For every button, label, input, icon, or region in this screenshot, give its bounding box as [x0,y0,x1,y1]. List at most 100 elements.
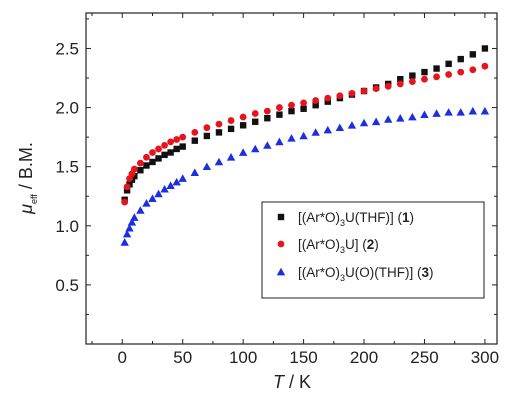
data-point [444,108,453,116]
data-point [123,183,131,191]
legend-box [261,201,485,299]
y-tick-label: 1.5 [55,158,79,177]
data-point [172,177,181,186]
data-point [239,122,247,129]
data-point [432,109,441,117]
data-point [251,110,259,117]
legend-item-1: [(Ar*O)3U(THF)] (1) [277,210,414,228]
data-point [179,133,187,141]
data-point [214,157,224,166]
data-point [252,118,259,125]
data-point [238,148,248,156]
data-point [372,85,380,93]
data-point [149,158,156,166]
data-point [480,106,490,115]
data-point [191,137,198,144]
data-point [421,75,428,83]
data-point [226,153,236,161]
series-2 [121,62,489,206]
data-point [409,72,416,79]
y-axis-label: μeff / B.M. [16,142,39,215]
x-tick-label: 250 [410,348,438,367]
data-point [167,149,174,156]
data-point [239,113,247,121]
data-point [288,107,295,115]
x-tick-label: 200 [350,348,378,367]
data-point [178,174,187,182]
legend-marker [276,267,286,276]
data-point [143,153,150,161]
axis-ticks: 0 50 100 150 200 250 300 0.5 1.0 1.5 2.0 2.5 [55,13,499,367]
data-point [276,104,283,111]
data-point [359,118,369,127]
data-point [323,125,332,134]
data-point [154,189,163,198]
data-point [191,128,199,136]
data-point [227,117,235,124]
x-tick-label: 150 [289,348,317,367]
data-point [348,89,356,97]
data-point [299,131,308,140]
data-point [288,101,295,109]
legend: [(Ar*O)3U(THF)] (1) [(Ar*O)3U] (2) [(Ar*O)… [261,201,485,299]
data-point [468,106,478,115]
data-point [408,78,416,85]
legend-label: [(Ar*O)3U(THF)] (1) [298,210,414,228]
data-point [481,62,489,70]
data-point [136,206,145,214]
x-tick-label: 100 [229,348,257,367]
data-point [420,110,429,119]
data-point [179,143,186,150]
data-point [457,55,464,63]
data-point [456,108,465,116]
y-tick-label: 2.5 [55,39,79,58]
data-point [371,117,381,126]
data-point [300,105,307,112]
data-point [148,194,157,202]
y-tick-label: 2.0 [55,99,79,118]
data-point [203,124,211,132]
data-point [125,223,134,232]
legend-marker [277,213,285,221]
data-point [130,213,139,221]
data-point [324,94,332,102]
data-point [312,97,320,104]
data-point [396,114,405,122]
data-point [190,168,199,176]
data-point [408,112,417,121]
legend-item-3: [(Ar*O)3U(O)(THF)] (3) [276,265,434,283]
data-point [312,102,319,109]
data-point [384,115,393,123]
data-point [123,187,131,194]
data-point [275,137,284,146]
data-point [215,120,223,128]
data-point [421,68,428,76]
data-series [120,45,490,246]
data-point [161,142,168,149]
data-point [142,199,151,207]
data-point [384,82,392,90]
data-point [120,238,129,246]
x-tick-label: 50 [173,348,192,367]
data-point [397,76,404,83]
data-point [324,98,331,105]
data-point [173,136,181,143]
data-point [445,71,453,78]
data-point [433,65,440,72]
data-point [202,162,212,171]
data-point [481,45,489,52]
data-point [469,51,477,58]
data-point [167,138,175,146]
data-point [160,184,169,193]
data-point [127,218,137,226]
data-point [263,141,272,149]
data-point [276,111,283,118]
data-point [263,107,271,115]
data-point [155,145,162,153]
data-point [166,181,175,189]
data-point [264,115,271,122]
x-tick-label: 0 [118,348,127,367]
data-point [130,165,138,173]
data-point [251,144,260,153]
